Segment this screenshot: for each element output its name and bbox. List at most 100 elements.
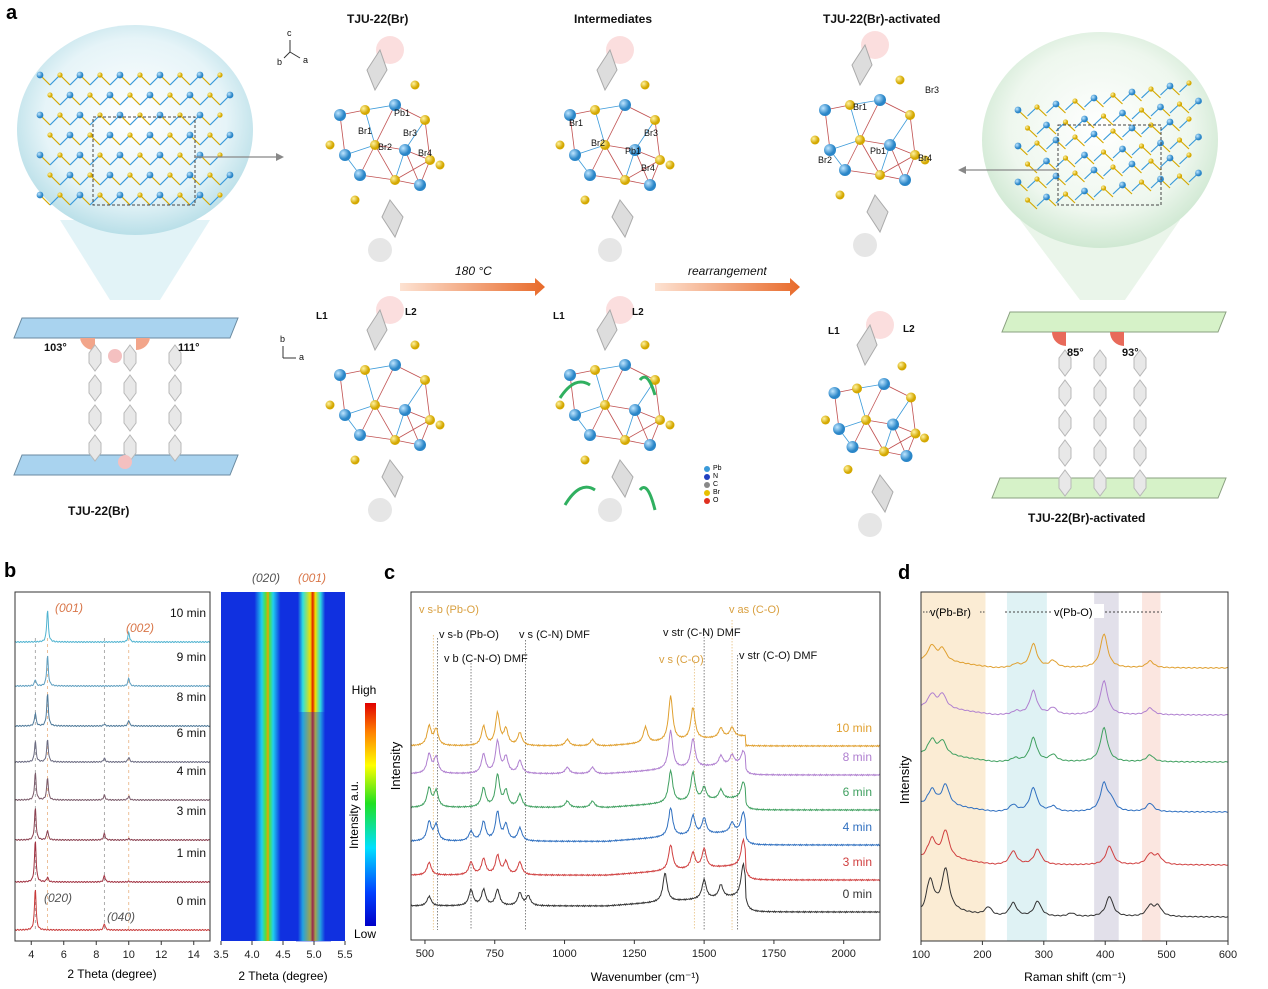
ligand — [368, 238, 392, 262]
br-atom — [879, 446, 889, 457]
ligand-ring — [1133, 379, 1147, 407]
br-atom — [1176, 137, 1183, 143]
br-atom — [855, 135, 865, 145]
br-atom — [590, 365, 600, 375]
br-atom — [127, 172, 133, 178]
ligand — [858, 513, 882, 537]
heat-label: 180 °C — [455, 264, 492, 278]
br-atom — [920, 155, 930, 165]
pb-atom — [106, 131, 114, 139]
pb-atom — [619, 359, 631, 371]
reflection-label: (020) — [44, 891, 72, 905]
colorbar-title: Intensity a.u. — [347, 781, 361, 849]
pb-atom — [414, 179, 426, 191]
ligand-ring — [381, 459, 404, 499]
selection-box-right — [1057, 124, 1162, 206]
annotation-label: v s (C-N) DMF — [519, 629, 590, 641]
br-atom — [137, 152, 143, 158]
ligand-ring — [123, 344, 137, 372]
br-atom — [895, 75, 905, 85]
atom-legend — [704, 466, 710, 504]
ligand-ring — [1058, 349, 1072, 377]
ligand-ring — [871, 474, 894, 514]
pb-atom — [36, 71, 44, 79]
bond — [404, 379, 426, 411]
bond — [624, 159, 661, 181]
legend-c: C — [713, 481, 719, 488]
br-atom — [350, 455, 360, 465]
pb-atom — [584, 429, 596, 441]
bond — [339, 374, 346, 416]
shaded-band — [921, 592, 986, 941]
pb-atom — [156, 151, 164, 159]
br-atom — [590, 105, 600, 115]
pb-atom — [1166, 82, 1174, 90]
heatmap-image — [221, 592, 345, 941]
x-tick-label: 5.5 — [337, 949, 352, 961]
atom-label: Br2 — [818, 155, 833, 165]
pb-atom — [629, 144, 641, 156]
annotation-label: v s-b (Pb-O) — [419, 604, 479, 616]
br-atom — [177, 192, 183, 198]
bubble-left — [17, 25, 253, 235]
ligand-ring — [866, 194, 889, 234]
legend-br: Br — [713, 489, 720, 496]
motion-arrow-icon — [638, 375, 657, 396]
br-atom — [843, 465, 853, 474]
raman-trace-0-min — [920, 867, 1228, 918]
title-activated: TJU-22(Br)-activated — [823, 12, 941, 26]
bond — [404, 149, 421, 186]
xrd-trace-10-min — [14, 610, 210, 644]
trace-label: 10 min — [836, 721, 872, 735]
y-axis-label: Intensity — [897, 755, 912, 804]
br-atom — [167, 132, 173, 138]
reflection-label: (002) — [126, 621, 154, 635]
annotation-label: v as (C-O) — [729, 604, 780, 616]
pb-atom — [339, 149, 351, 161]
br-atom — [620, 175, 630, 185]
ligand-ring — [1093, 349, 1107, 377]
pb-atom — [146, 91, 154, 99]
br-atom — [1034, 104, 1040, 110]
plate-bottom-right — [991, 477, 1227, 499]
atom-label: Pb1 — [394, 108, 411, 118]
br-atom — [555, 140, 565, 150]
pb-atom — [1157, 103, 1164, 111]
ligand-ring — [381, 199, 404, 239]
shaded-band — [1142, 592, 1161, 941]
ligand — [853, 233, 877, 257]
heatmap-fade — [296, 712, 331, 942]
bond — [865, 383, 885, 421]
atom-label: Br3 — [403, 128, 418, 138]
glow — [376, 296, 404, 324]
atom-label: Br3 — [644, 128, 659, 138]
ligand-ring — [123, 374, 137, 402]
x-axis-label: Wavenumber (cm⁻¹) — [591, 970, 700, 984]
x-tick-label: 1250 — [622, 948, 646, 960]
x-tick-label: 4 — [28, 949, 34, 961]
bond — [569, 114, 576, 156]
x-tick-label: 1750 — [762, 948, 786, 960]
axes-indicator-top — [283, 40, 301, 59]
ligand-ring — [611, 199, 634, 239]
pb-atom — [156, 191, 164, 199]
atom-label: Br1 — [358, 126, 373, 136]
pb-atom — [1043, 121, 1050, 129]
br-atom — [97, 192, 103, 198]
bond — [634, 149, 651, 186]
atom-label: Br1 — [569, 118, 584, 128]
ligand-l1: L1 — [828, 326, 840, 337]
ligand — [368, 498, 392, 522]
pb-atom — [584, 169, 596, 181]
pb-atom — [1195, 133, 1202, 141]
angle-111: 111° — [178, 342, 200, 354]
pb-atom — [36, 111, 44, 119]
pb-atom — [146, 171, 154, 179]
x-tick-label: 14 — [188, 949, 200, 961]
pb-atom — [106, 171, 114, 179]
ligand-ring — [1093, 409, 1107, 437]
bond — [909, 114, 916, 156]
br-atom — [167, 92, 173, 98]
br-atom — [650, 375, 660, 385]
